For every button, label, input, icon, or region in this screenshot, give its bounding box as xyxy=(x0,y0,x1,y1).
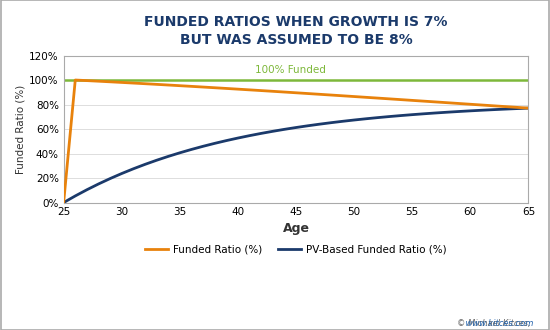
X-axis label: Age: Age xyxy=(283,221,310,235)
Text: © Michael Kitces,: © Michael Kitces, xyxy=(457,319,534,328)
Text: www.kitces.com: www.kitces.com xyxy=(413,319,534,328)
Title: FUNDED RATIOS WHEN GROWTH IS 7%
BUT WAS ASSUMED TO BE 8%: FUNDED RATIOS WHEN GROWTH IS 7% BUT WAS … xyxy=(144,15,448,48)
Y-axis label: Funded Ratio (%): Funded Ratio (%) xyxy=(15,84,25,174)
Text: 100% Funded: 100% Funded xyxy=(255,65,326,75)
Legend: Funded Ratio (%), PV-Based Funded Ratio (%): Funded Ratio (%), PV-Based Funded Ratio … xyxy=(141,240,451,258)
